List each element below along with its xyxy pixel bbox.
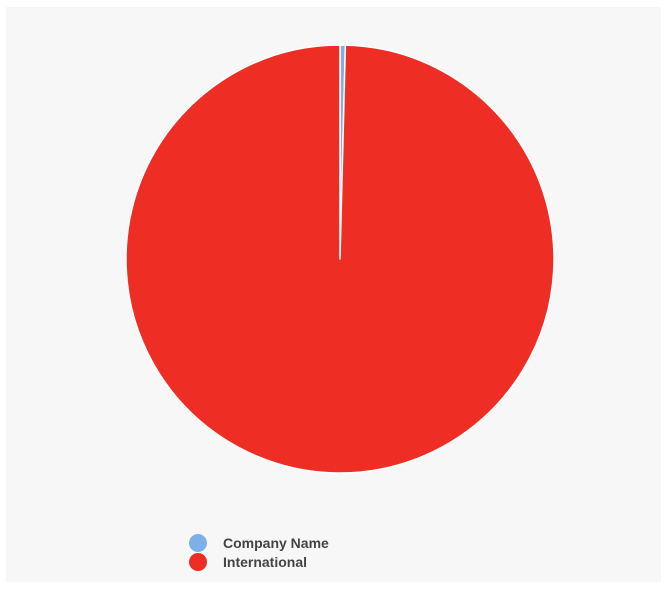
legend-label-company-name: Company Name [223,534,329,551]
pie-chart [125,44,555,474]
legend-label-international: International [223,553,308,570]
pie-slices [125,44,555,474]
legend-item-company-name[interactable]: Company Name [189,533,329,552]
legend-swatch-international [189,552,207,571]
legend-swatch-company-name [189,533,207,552]
chart-legend: Company Name International [189,533,329,571]
legend-item-international[interactable]: International [189,552,329,571]
pie-slice-international[interactable] [125,44,555,474]
chart-panel: Company Name International [6,7,661,582]
